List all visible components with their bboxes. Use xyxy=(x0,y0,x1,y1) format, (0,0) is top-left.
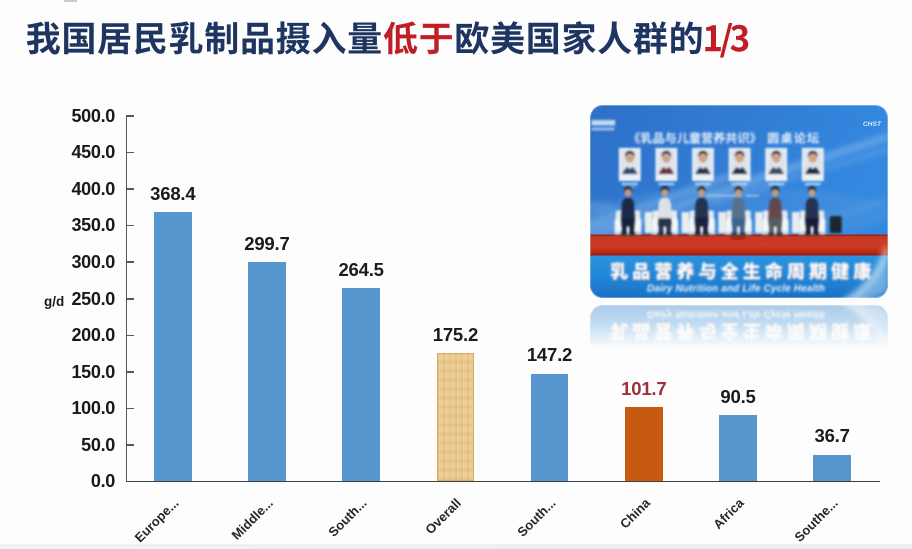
svg-text:CHST: CHST xyxy=(863,121,882,128)
svg-text:Dairy Nutrition and Life Cycle: Dairy Nutrition and Life Cycle Health xyxy=(647,283,825,294)
